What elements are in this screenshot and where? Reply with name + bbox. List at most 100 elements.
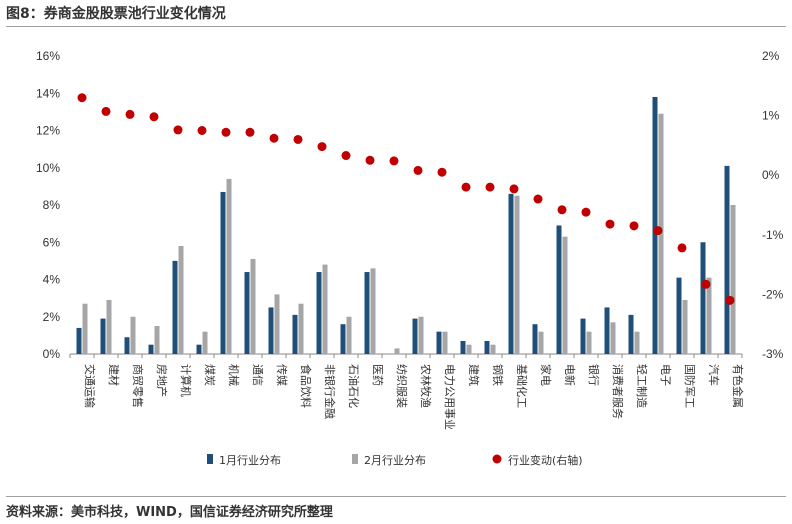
bar-jan (676, 277, 682, 354)
category-label: 建材 (107, 364, 121, 386)
bar-feb (250, 259, 256, 354)
top-rule (6, 26, 786, 27)
bar-feb (394, 348, 400, 354)
y-right-tick-label: -1% (762, 228, 784, 242)
change-point (101, 106, 111, 116)
category-label: 机械 (227, 364, 241, 386)
category-label: 商贸零售 (131, 364, 145, 408)
bar-feb (154, 326, 160, 354)
bar-feb (514, 195, 520, 354)
bar-feb (586, 331, 592, 354)
y-right-tick-label: 2% (762, 49, 780, 63)
bar-jan (436, 331, 442, 354)
category-label: 通信 (251, 364, 264, 386)
legend-label-change: 行业变动(右轴) (508, 453, 583, 467)
bar-jan (460, 340, 466, 354)
category-label: 轻工制造 (635, 364, 649, 408)
category-label: 有色金属 (731, 364, 745, 408)
category-label: 银行 (587, 364, 601, 386)
chart-legend: 1月行业分布 2月行业分布 行业变动(右轴) (207, 453, 583, 467)
y-left-tick-label: 4% (43, 273, 61, 287)
bar-feb (538, 331, 544, 354)
bar-jan (124, 337, 130, 354)
bar-feb (418, 316, 424, 354)
change-point (509, 184, 519, 194)
change-point (77, 93, 87, 103)
bar-jan (292, 314, 298, 354)
change-point (701, 279, 711, 289)
change-point (605, 219, 615, 229)
category-label: 建筑 (467, 364, 481, 386)
category-label: 国防军工 (683, 364, 697, 408)
source-note: 资料来源：美市科技，WIND，国信证券经济研究所整理 (6, 505, 333, 520)
category-label: 传媒 (275, 364, 288, 386)
change-point (389, 156, 399, 166)
chart-axes (69, 353, 743, 358)
change-point (533, 194, 543, 204)
category-label: 煤炭 (203, 364, 216, 386)
category-label: 纺织服装 (395, 364, 409, 408)
change-point (221, 127, 231, 137)
bar-feb (106, 299, 112, 354)
y-right-tick-label: 0% (762, 168, 780, 182)
bar-jan (148, 344, 154, 354)
change-point (413, 165, 423, 175)
bar-jan (172, 260, 178, 354)
bar-feb (730, 205, 736, 354)
category-label: 交通运输 (83, 364, 97, 408)
change-point (125, 109, 135, 119)
bar-jan (244, 272, 250, 354)
category-label: 电新 (563, 364, 577, 386)
bar-jan (76, 327, 82, 354)
bar-feb (82, 303, 88, 354)
change-point (557, 205, 567, 215)
bar-feb (202, 331, 208, 354)
bar-feb (706, 277, 712, 354)
chart-categories: 交通运输 建材 商贸零售 房地产 计算机 煤炭 机械 通信 传媒 食品饮料 非银行金融 石油石化 医药纺… (83, 364, 745, 430)
y-left-tick-label: 14% (36, 86, 60, 100)
category-label: 家电 (539, 364, 553, 386)
category-label: 基础化工 (515, 364, 529, 408)
bar-jan (556, 225, 562, 354)
category-label: 钢铁 (491, 364, 504, 386)
bar-jan (700, 242, 706, 354)
category-label: 农林牧渔 (419, 364, 433, 408)
bottom-rule (6, 496, 786, 497)
bar-jan (580, 318, 586, 354)
change-point (365, 155, 375, 165)
bar-feb (346, 316, 352, 354)
bar-jan (100, 318, 106, 354)
change-point (581, 207, 591, 217)
change-point (653, 226, 663, 236)
bar-feb (274, 294, 280, 354)
change-point (197, 126, 207, 135)
bar-jan (220, 191, 226, 354)
category-label: 计算机 (179, 364, 193, 397)
legend-label-feb: 2月行业分布 (364, 454, 426, 467)
bar-jan (196, 344, 202, 354)
bar-jan (364, 272, 370, 354)
y-right-tick-label: -2% (762, 287, 784, 301)
bar-feb (178, 245, 184, 354)
bar-feb (442, 331, 448, 354)
y-left-tick-label: 6% (43, 235, 61, 249)
bar-jan (532, 324, 538, 354)
bar-jan (604, 307, 610, 354)
bar-jan (412, 318, 418, 354)
legend-label-jan: 1月行业分布 (219, 454, 281, 467)
bar-feb (610, 322, 616, 354)
legend-swatch-feb (352, 454, 358, 464)
bar-jan (628, 314, 634, 354)
category-label: 汽车 (707, 364, 721, 386)
y-left-tick-label: 2% (43, 310, 61, 324)
category-label: 消费者服务 (611, 364, 625, 419)
bar-jan (484, 340, 490, 354)
bar-jan (652, 96, 658, 354)
bar-feb (226, 178, 232, 354)
change-point (293, 134, 303, 144)
bar-feb (682, 299, 688, 354)
category-label: 房地产 (155, 364, 169, 397)
bar-feb (634, 331, 640, 354)
legend-swatch-change (492, 454, 502, 464)
